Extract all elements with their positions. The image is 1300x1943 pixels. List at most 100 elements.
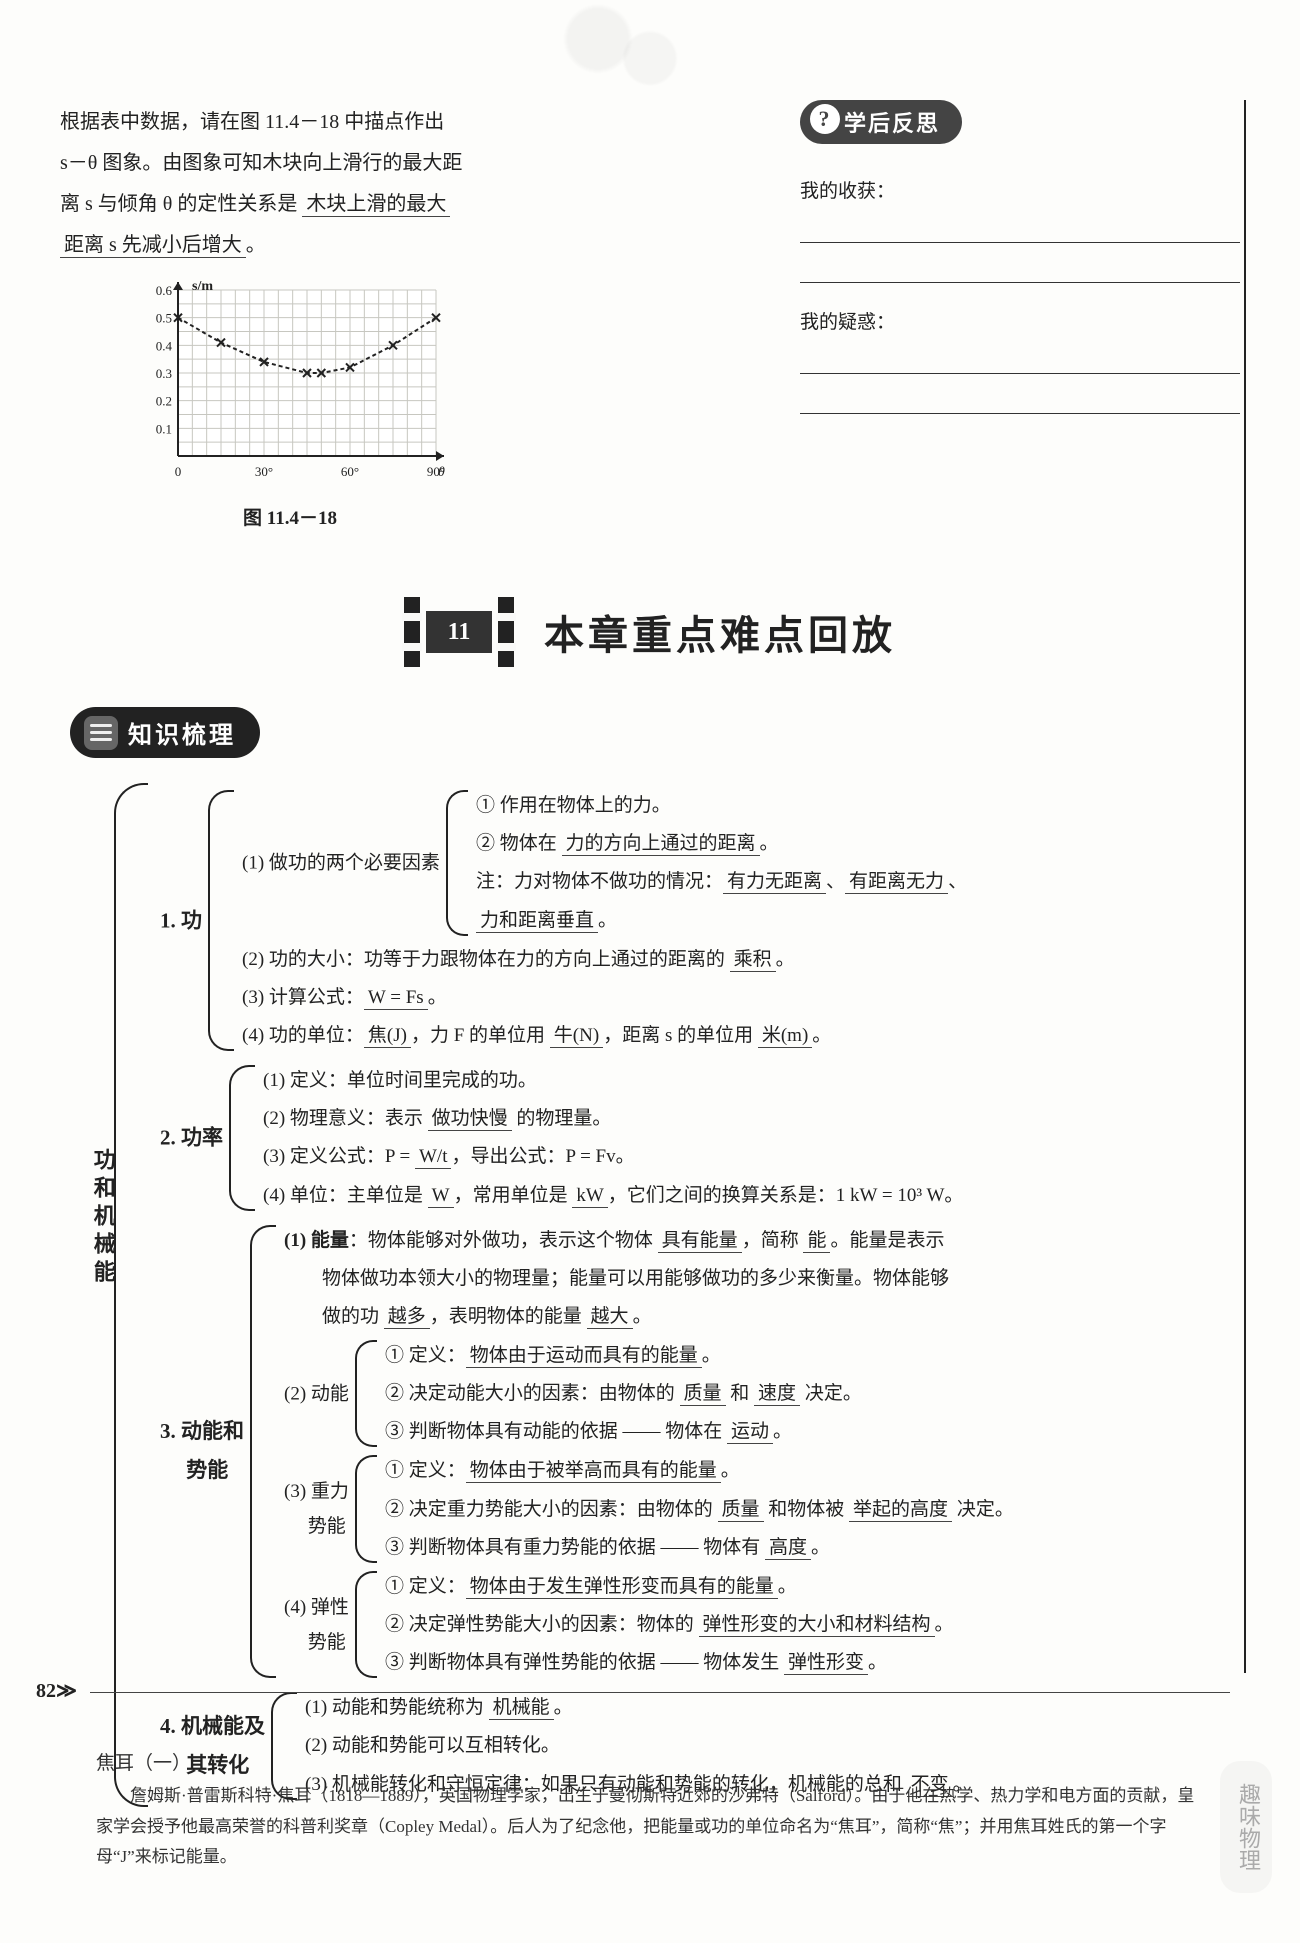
tree-line: ② 决定重力势能大小的因素：由物体的 质量 和物体被 举起的高度 决定。 [385, 1492, 1220, 1527]
subsection-body: ① 定义：物体由于运动而具有的能量。② 决定动能大小的因素：由物体的 质量 和 … [385, 1338, 1220, 1449]
subsection-body: ① 定义：物体由于发生弹性形变而具有的能量。② 决定弹性势能大小的因素：物体的 … [385, 1569, 1220, 1680]
tree-line: (4) 单位：主单位是 W，常用单位是 kW，它们之间的换算关系是：1 kW =… [263, 1178, 1220, 1213]
tree-line: 物体做功本领大小的物理量；能量可以用能够做功的多少来衡量。物体能够 [284, 1261, 1220, 1296]
tree-line: 力和距离垂直。 [476, 903, 1220, 938]
tree-section: 3. 动能和 势能 (1) 能量：物体能够对外做功，表示这个物体 具有能量，简称 … [160, 1223, 1220, 1681]
exercise-line3-text: 离 s 与倾角 θ 的定性关系是 [60, 193, 297, 215]
exercise-period: 。 [246, 234, 266, 256]
chapter-pill: 11 [404, 597, 514, 667]
doubts-label: 我的疑惑： [800, 307, 895, 334]
chapter-number: 11 [426, 611, 492, 653]
section-label: 1. 功 [160, 901, 202, 940]
section-body: (1) 能量：物体能够对外做功，表示这个物体 具有能量，简称 能。能量是表示 物… [284, 1223, 1220, 1681]
exercise-blank1: 木块上滑的最大 [302, 193, 450, 217]
sub-brace [355, 1340, 377, 1447]
svg-text:s/m: s/m [192, 279, 213, 294]
section-body: (1) 做功的两个必要因素 ① 作用在物体上的力。② 物体在 力的方向上通过的距离… [242, 788, 1220, 1053]
gains-line-2 [800, 247, 1240, 283]
svg-text:0.1: 0.1 [156, 421, 172, 436]
exercise-line1: 根据表中数据，请在图 11.4－18 中描点作出 [60, 103, 770, 141]
section-body: (1) 定义：单位时间里完成的功。(2) 物理意义：表示 做功快慢 的物理量。(… [263, 1063, 1220, 1213]
exercise-blank2: 距离 s 先减小后增大 [60, 234, 246, 258]
section-brace [229, 1065, 255, 1211]
section-brace [208, 790, 234, 1051]
gains-label: 我的收获： [800, 176, 895, 203]
svg-text:0.2: 0.2 [156, 394, 172, 409]
graph-caption: 图 11.4－18 [130, 501, 450, 537]
reflection-box: 学后反思 我的收获： 我的疑惑： [800, 100, 1240, 537]
subsection-body: ① 作用在物体上的力。② 物体在 力的方向上通过的距离。注：力对物体不做功的情况… [476, 788, 1220, 938]
svg-text:60°: 60° [341, 464, 359, 479]
reflection-badge: 学后反思 [800, 100, 962, 144]
page-number-arrows: ≫ [56, 1680, 75, 1702]
chapter-heading: 11 本章重点难点回放 [60, 597, 1240, 667]
graph: 0.10.20.30.40.50.6030°60°90°s/mθ [130, 276, 450, 486]
tree-line: (1) 定义：单位时间里完成的功。 [263, 1063, 1220, 1098]
tree-line: ③ 判断物体具有弹性势能的依据 —— 物体发生 弹性形变。 [385, 1645, 1220, 1680]
svg-text:0.4: 0.4 [156, 338, 173, 353]
outline-badge-wrap: 知识梳理 [70, 707, 1240, 758]
tree-line: ③ 判断物体具有动能的依据 —— 物体在 运动。 [385, 1414, 1220, 1449]
doubts-line-1 [800, 338, 1240, 374]
section-label: 3. 动能和 势能 [160, 1413, 244, 1491]
doubts-line-2 [800, 378, 1240, 414]
graph-wrap: 0.10.20.30.40.50.6030°60°90°s/mθ [130, 276, 770, 499]
tree-line: (1) 动能和势能统称为 机械能。 [305, 1690, 1220, 1725]
tree-line: (3) 计算公式：W = Fs。 [242, 980, 1220, 1015]
footnote: 焦耳（一） 詹姆斯·普雷斯科特·焦耳（1818—1889），英国物理学家，出生于… [96, 1747, 1210, 1873]
tree-line: ③ 判断物体具有重力势能的依据 —— 物体有 高度。 [385, 1530, 1220, 1565]
footnote-title: 焦耳（一） [96, 1747, 1210, 1781]
subsection-label: (3) 重力 势能 [284, 1474, 349, 1544]
tree-line: ② 决定动能大小的因素：由物体的 质量 和 速度 决定。 [385, 1376, 1220, 1411]
outline-badge: 知识梳理 [70, 707, 260, 758]
tree-line: (2) 物理意义：表示 做功快慢 的物理量。 [263, 1101, 1220, 1136]
tree-subsection: (3) 重力 势能 ① 定义：物体由于被举高而具有的能量。 ② 决定重力势能大小的因… [284, 1453, 1220, 1564]
tree-line: ② 决定弹性势能大小的因素：物体的 弹性形变的大小和材料结构。 [385, 1607, 1220, 1642]
footnote-body: 詹姆斯·普雷斯科特·焦耳（1818—1889），英国物理学家，出生于曼彻斯特近郊… [96, 1781, 1210, 1873]
svg-text:θ: θ [438, 465, 445, 480]
top-row: 根据表中数据，请在图 11.4－18 中描点作出 s－θ 图象。由图象可知木块向… [60, 100, 1240, 537]
tree-section: 1. 功 (1) 做功的两个必要因素 ① 作用在物体上的力。② 物体在 力的方向上通… [160, 788, 1220, 1053]
tree-section: 2. 功率 (1) 定义：单位时间里完成的功。(2) 物理意义：表示 做功快慢 的… [160, 1063, 1220, 1213]
subsection-label: (2) 动能 [284, 1376, 349, 1411]
exercise-line4: 距离 s 先减小后增大。 [60, 226, 770, 264]
subsection-label: (1) 做功的两个必要因素 [242, 845, 440, 880]
tree-line: 做的功 越多，表明物体的能量 越大。 [284, 1299, 1220, 1334]
tree-line: (2) 功的大小：功等于力跟物体在力的方向上通过的距离的 乘积。 [242, 942, 1220, 977]
tree-line: ① 定义：物体由于发生弹性形变而具有的能量。 [385, 1569, 1220, 1604]
tree-line: (1) 能量：物体能够对外做功，表示这个物体 具有能量，简称 能。能量是表示 [284, 1223, 1220, 1258]
tree-main-brace [114, 783, 148, 1807]
gains-line-1 [800, 207, 1240, 243]
list-icon [84, 716, 118, 750]
knowledge-tree: 功和机械能 1. 功(1) 做功的两个必要因素① 作用在物体上的力。② 物体在 … [90, 788, 1220, 1802]
section-brace [250, 1225, 276, 1679]
tree-line: (3) 定义公式：P = W/t，导出公式：P = Fv。 [263, 1139, 1220, 1174]
exercise-text: 根据表中数据，请在图 11.4－18 中描点作出 s－θ 图象。由图象可知木块向… [60, 100, 770, 537]
tree-line: (4) 功的单位：焦(J)，力 F 的单位用 牛(N)，距离 s 的单位用 米(… [242, 1018, 1220, 1053]
tree-line: 注：力对物体不做功的情况：有力无距离、有距离无力、 [476, 864, 1220, 899]
tree-line: ① 定义：物体由于运动而具有的能量。 [385, 1338, 1220, 1373]
page-number-value: 82 [36, 1680, 56, 1702]
tree-line: ① 定义：物体由于被举高而具有的能量。 [385, 1453, 1220, 1488]
sub-brace [355, 1455, 377, 1562]
svg-text:0: 0 [175, 464, 182, 479]
svg-text:0.3: 0.3 [156, 366, 172, 381]
svg-text:30°: 30° [255, 464, 273, 479]
subsection-label: (4) 弹性 势能 [284, 1589, 349, 1659]
tree-subsection: (2) 动能 ① 定义：物体由于运动而具有的能量。② 决定动能大小的因素：由物体的… [284, 1338, 1220, 1449]
exercise-line3: 离 s 与倾角 θ 的定性关系是 木块上滑的最大 [60, 185, 770, 223]
page-right-rule [1244, 100, 1246, 1673]
tree-subsection: (1) 做功的两个必要因素 ① 作用在物体上的力。② 物体在 力的方向上通过的距离… [242, 788, 1220, 938]
page-number: 82≫ [36, 1678, 75, 1703]
side-ribbon: 趣味物理 [1220, 1761, 1272, 1893]
section-label: 2. 功率 [160, 1118, 223, 1157]
page-rule [90, 1692, 1230, 1693]
tree-subsection: (4) 弹性 势能 ① 定义：物体由于发生弹性形变而具有的能量。② 决定弹性势能大… [284, 1569, 1220, 1680]
exercise-line2: s－θ 图象。由图象可知木块向上滑行的最大距 [60, 144, 770, 182]
sub-brace [355, 1571, 377, 1678]
svg-text:0.6: 0.6 [156, 283, 173, 298]
chapter-title: 本章重点难点回放 [544, 603, 896, 661]
tree-line: ② 物体在 力的方向上通过的距离。 [476, 826, 1220, 861]
sub-brace [446, 790, 468, 936]
subsection-body: ① 定义：物体由于被举高而具有的能量。 ② 决定重力势能大小的因素：由物体的 质量… [385, 1453, 1220, 1564]
